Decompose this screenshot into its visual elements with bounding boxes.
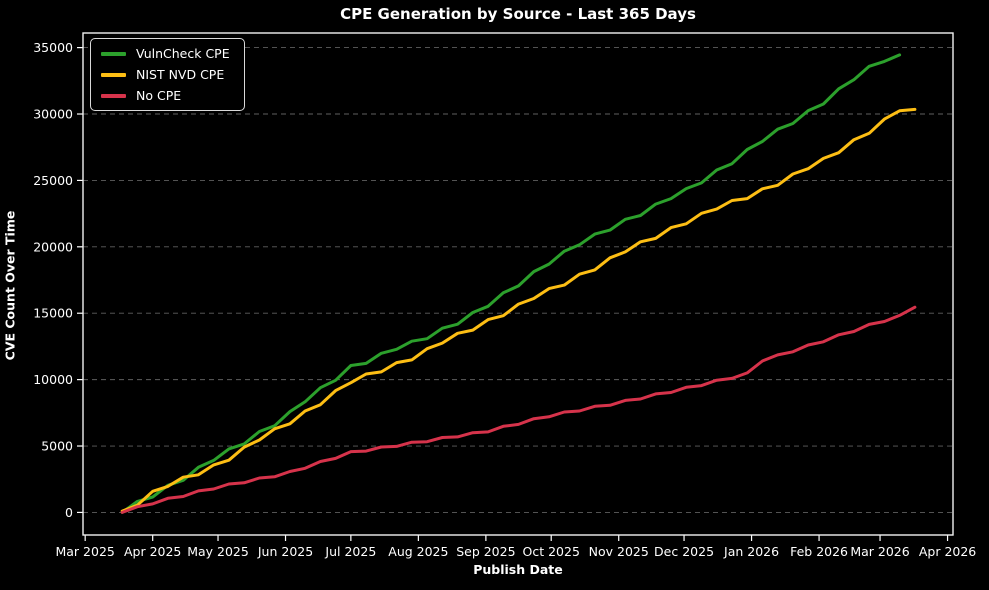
x-tick-label: Feb 2026	[790, 544, 848, 559]
legend-label: No CPE	[136, 88, 182, 103]
x-tick-label: May 2025	[187, 544, 249, 559]
y-tick-label: 25000	[33, 173, 73, 188]
legend-label: VulnCheck CPE	[136, 46, 230, 61]
y-tick-label: 30000	[33, 107, 73, 122]
x-tick-label: Jun 2025	[257, 544, 313, 559]
legend-item: No CPE	[101, 88, 230, 103]
x-tick-label: Apr 2025	[124, 544, 181, 559]
series-line-vulncheck-cpe	[120, 53, 902, 514]
y-tick-label: 5000	[41, 439, 73, 454]
x-tick-label: Apr 2026	[919, 544, 976, 559]
x-tick-label: Jan 2026	[723, 544, 779, 559]
y-axis-label: CVE Count Over Time	[2, 210, 18, 361]
series-line-no-cpe	[120, 305, 917, 514]
x-tick-label: Jul 2025	[324, 544, 376, 559]
plot-border	[82, 32, 954, 536]
legend-item: NIST NVD CPE	[101, 67, 230, 82]
x-tick-label: Sep 2025	[456, 544, 515, 559]
chart-title: CPE Generation by Source - Last 365 Days	[340, 5, 696, 23]
x-tick-label: Aug 2025	[388, 544, 448, 559]
x-tick-label: Mar 2025	[55, 544, 114, 559]
legend-swatch-vulncheck-cpe	[101, 51, 126, 56]
legend: VulnCheck CPE NIST NVD CPE No CPE	[90, 38, 245, 111]
legend-item: VulnCheck CPE	[101, 46, 230, 61]
legend-swatch-nist-nvd-cpe	[101, 72, 126, 77]
x-axis-label: Publish Date	[473, 562, 563, 577]
x-tick-label: Dec 2025	[654, 544, 714, 559]
y-tick-label: 20000	[33, 239, 73, 254]
y-tick-label: 10000	[33, 372, 73, 387]
y-tick-label: 15000	[33, 306, 73, 321]
x-tick-label: Mar 2026	[850, 544, 909, 559]
series-line-nist-nvd-cpe	[120, 107, 917, 513]
x-tick-label: Oct 2025	[523, 544, 580, 559]
legend-label: NIST NVD CPE	[136, 67, 225, 82]
x-tick-label: Nov 2025	[589, 544, 649, 559]
y-tick-label: 35000	[33, 40, 73, 55]
y-tick-label: 0	[65, 505, 73, 520]
legend-swatch-no-cpe	[101, 93, 126, 98]
